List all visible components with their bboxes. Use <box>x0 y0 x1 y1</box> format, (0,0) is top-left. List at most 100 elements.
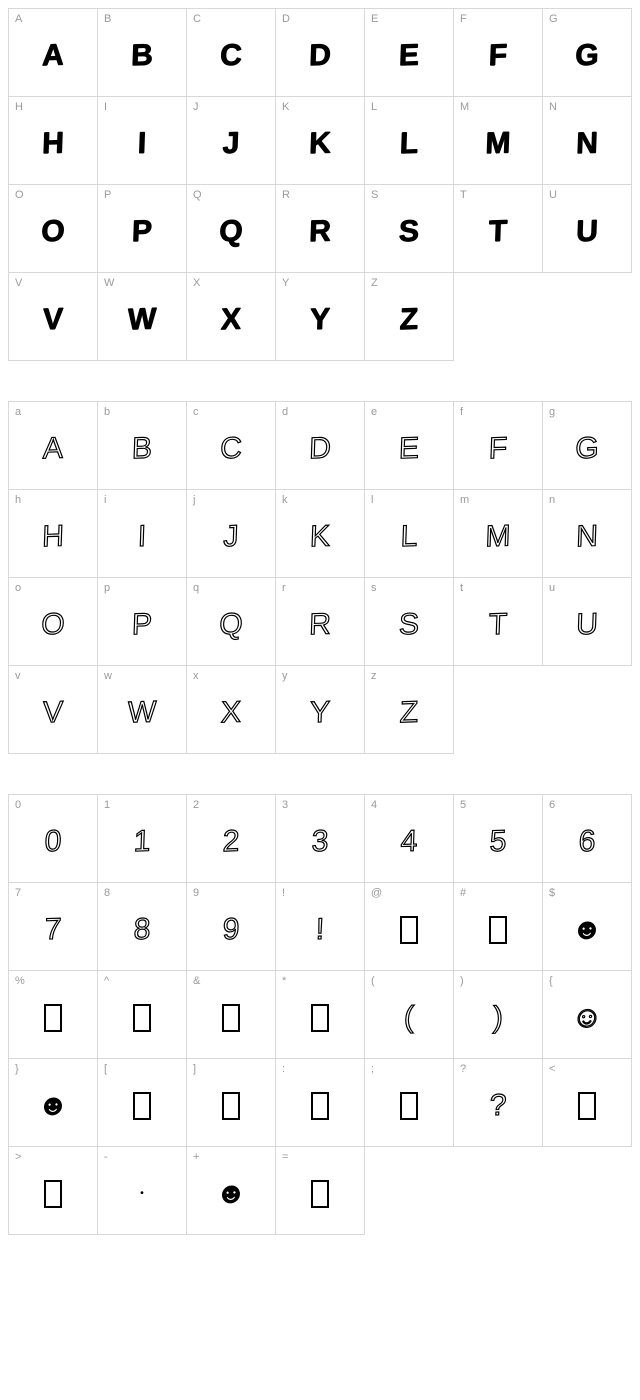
char-cell: UU <box>543 185 632 273</box>
glyph-wrap: D <box>309 434 331 464</box>
char-label: U <box>549 189 557 201</box>
char-cell: zZ <box>365 666 454 754</box>
char-label: w <box>104 670 112 682</box>
char-cell: : <box>276 1059 365 1147</box>
glyph: L <box>400 522 418 553</box>
missing-glyph-box <box>311 1092 329 1120</box>
glyph-wrap: ☻ <box>37 1091 69 1121</box>
char-label: y <box>282 670 288 682</box>
char-label: K <box>282 101 289 113</box>
char-label: L <box>371 101 377 113</box>
char-cell: BB <box>98 9 187 97</box>
char-cell: VV <box>9 273 98 361</box>
char-label: 1 <box>104 799 110 811</box>
char-cell: rR <box>276 578 365 666</box>
glyph: B <box>131 434 152 465</box>
char-label: ) <box>460 975 464 987</box>
char-label: 5 <box>460 799 466 811</box>
char-cell: gG <box>543 402 632 490</box>
char-cell: * <box>276 971 365 1059</box>
char-label: < <box>549 1063 555 1075</box>
glyph: P <box>131 610 152 641</box>
missing-glyph-box <box>400 916 418 944</box>
char-label: B <box>104 13 111 25</box>
glyph: 9 <box>222 915 240 946</box>
missing-glyph-box <box>489 916 507 944</box>
char-cell: -• <box>98 1147 187 1235</box>
char-cell: YY <box>276 273 365 361</box>
glyph-wrap <box>133 1092 151 1120</box>
glyph: E <box>398 434 419 465</box>
char-label: 6 <box>549 799 555 811</box>
glyph: I <box>137 129 146 159</box>
char-cell: ; <box>365 1059 454 1147</box>
glyph: N <box>576 129 599 160</box>
glyph: ? <box>489 1091 507 1122</box>
glyph: V <box>42 698 63 729</box>
glyph: S <box>398 217 419 248</box>
char-cell: % <box>9 971 98 1059</box>
char-cell: oO <box>9 578 98 666</box>
char-cell: tT <box>454 578 543 666</box>
glyph: • <box>140 1189 144 1199</box>
glyph-wrap: T <box>489 610 507 640</box>
char-label: $ <box>549 887 555 899</box>
char-cell: 11 <box>98 795 187 883</box>
glyph-wrap: 1 <box>134 827 151 857</box>
missing-glyph-box <box>311 1004 329 1032</box>
char-cell: jJ <box>187 490 276 578</box>
glyph-wrap <box>400 916 418 944</box>
glyph-wrap: 0 <box>45 827 62 857</box>
char-cell: )) <box>454 971 543 1059</box>
glyph-wrap: 6 <box>579 827 596 857</box>
glyph-wrap: E <box>399 434 419 464</box>
glyph: X <box>220 698 241 729</box>
glyph: Z <box>399 698 418 729</box>
empty-cell <box>454 273 543 361</box>
char-label: M <box>460 101 469 113</box>
glyph: A <box>42 41 65 72</box>
char-cell: +☻ <box>187 1147 276 1235</box>
char-cell: 99 <box>187 883 276 971</box>
glyph: H <box>42 522 65 553</box>
glyph-wrap: C <box>220 41 242 71</box>
char-label: z <box>371 670 377 682</box>
glyph-wrap: Y <box>310 698 330 728</box>
glyph-wrap: ( <box>404 1003 414 1033</box>
glyph: 8 <box>133 915 151 946</box>
char-cell: CC <box>187 9 276 97</box>
empty-cell <box>454 1147 543 1235</box>
char-label: V <box>15 277 22 289</box>
char-label: C <box>193 13 201 25</box>
char-label: 9 <box>193 887 199 899</box>
glyph: M <box>485 129 511 160</box>
char-cell: QQ <box>187 185 276 273</box>
char-cell: JJ <box>187 97 276 185</box>
char-label: v <box>15 670 21 682</box>
glyph: Y <box>309 305 330 336</box>
glyph: O <box>41 217 65 248</box>
char-label: X <box>193 277 200 289</box>
char-label: g <box>549 406 555 418</box>
char-label: > <box>15 1151 21 1163</box>
char-label: I <box>104 101 107 113</box>
glyph: 6 <box>578 827 596 858</box>
glyph: F <box>488 434 507 465</box>
glyph-wrap: N <box>576 522 598 552</box>
charmap-section-other: 00112233445566778899!!@#$☻%^&*(()){☺}☻[]… <box>8 794 632 1235</box>
glyph: G <box>575 41 599 72</box>
char-cell: NN <box>543 97 632 185</box>
glyph-wrap <box>44 1004 62 1032</box>
glyph: R <box>309 217 332 248</box>
glyph-wrap: X <box>221 698 241 728</box>
missing-glyph-box <box>133 1092 151 1120</box>
glyph-wrap: J <box>224 522 239 552</box>
glyph-wrap: L <box>400 129 418 159</box>
glyph-wrap: S <box>399 217 419 247</box>
char-label: e <box>371 406 377 418</box>
glyph: X <box>220 305 241 336</box>
glyph-wrap: H <box>42 522 64 552</box>
missing-glyph-box <box>400 1092 418 1120</box>
glyph-wrap: B <box>131 41 153 71</box>
char-label: F <box>460 13 467 25</box>
